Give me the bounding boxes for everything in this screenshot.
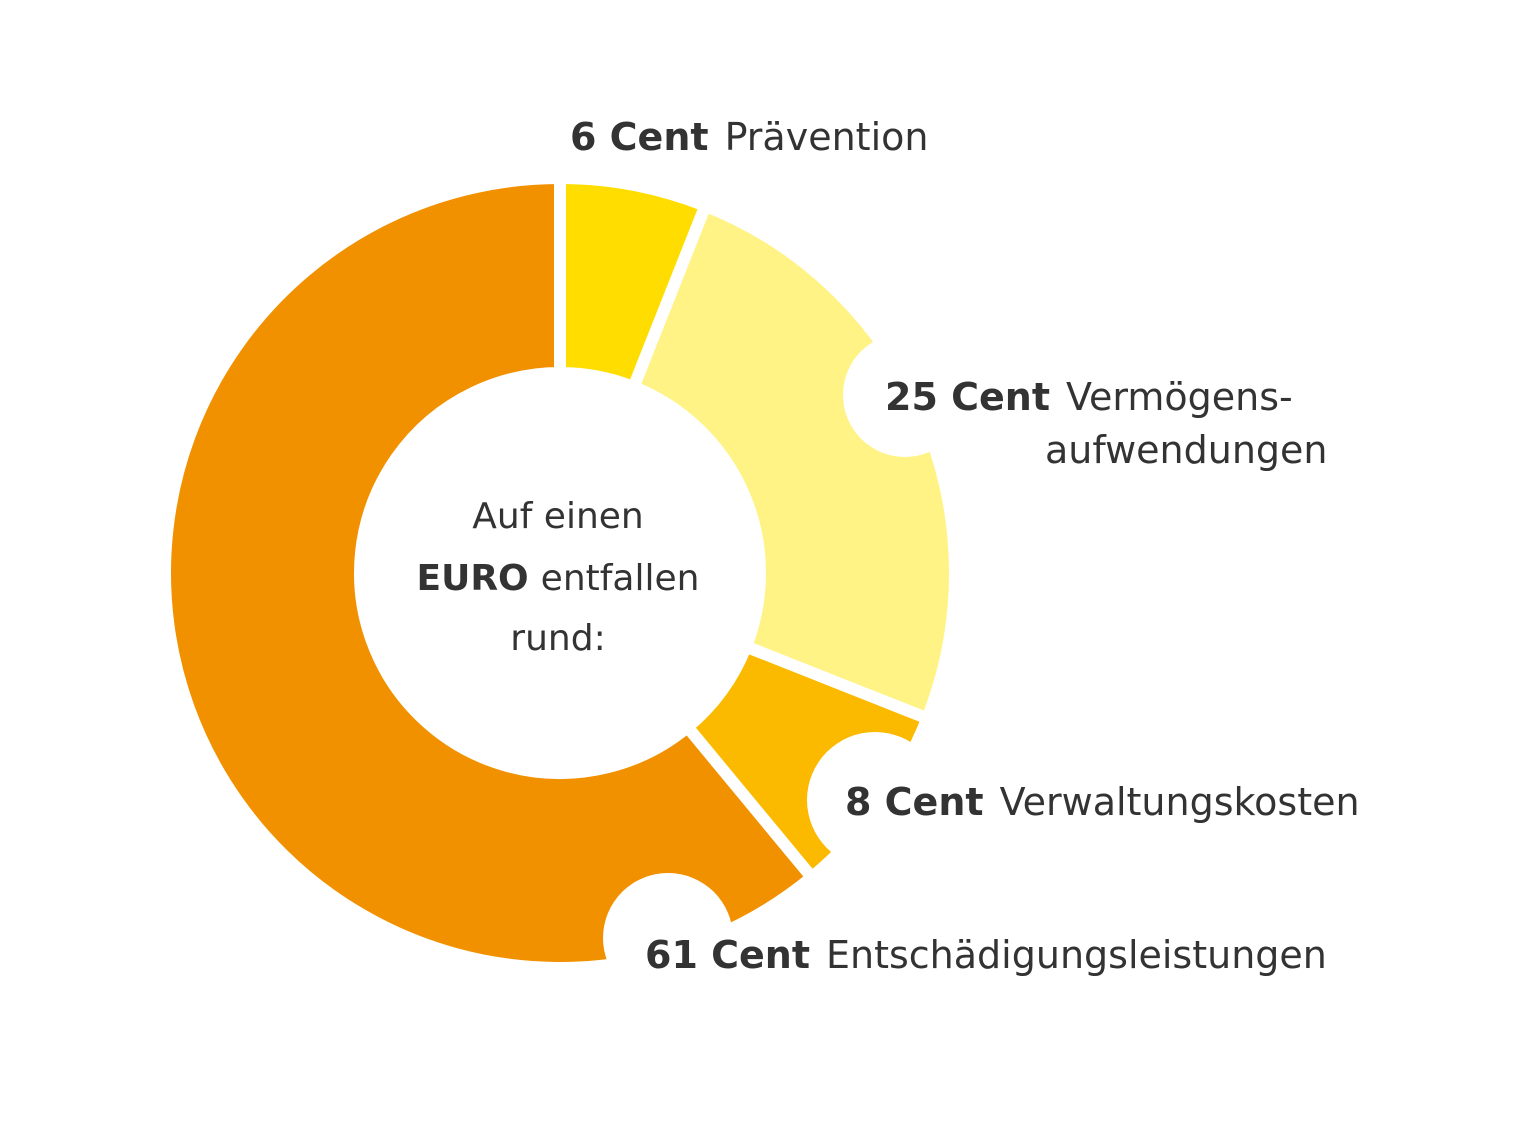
value-label-verwaltung: 8 Cent (845, 780, 984, 824)
category-label-vermoegen-2: aufwendungen (1045, 428, 1328, 472)
center-text-line-1: Auf einen (472, 496, 644, 537)
center-text-entfallen: entfallen (541, 558, 700, 599)
center-text-euro: EURO (417, 558, 529, 599)
label-verwaltung: 8 Cent Verwaltungskosten (845, 780, 1360, 824)
category-label-praevention: Prävention (725, 115, 929, 159)
label-notches (603, 333, 967, 1003)
category-label-verwaltung: Verwaltungskosten (1000, 780, 1360, 824)
label-entschaedigung: 61 Cent Entschädigungsleistungen (645, 933, 1327, 977)
label-notch-1 (807, 732, 943, 868)
label-praevention: 6 Cent Prävention (570, 115, 928, 159)
category-label-entschaedigung: Entschädigungsleistungen (826, 933, 1327, 977)
slice-vermoegen (625, 197, 961, 727)
category-label-vermoegen-1: Vermögens- (1066, 375, 1293, 419)
center-text-line-3: rund: (510, 618, 605, 659)
value-label-vermoegen: 25 Cent (885, 375, 1050, 419)
label-notch-2 (603, 873, 733, 1003)
label-notch-0 (843, 333, 967, 457)
center-text-line-2: EURO entfallen (417, 558, 700, 599)
slice-entschaedigung (159, 171, 821, 974)
value-label-praevention: 6 Cent (570, 115, 709, 159)
value-label-entschaedigung: 61 Cent (645, 933, 810, 977)
label-vermoegen: 25 Cent Vermögens- (885, 375, 1293, 419)
